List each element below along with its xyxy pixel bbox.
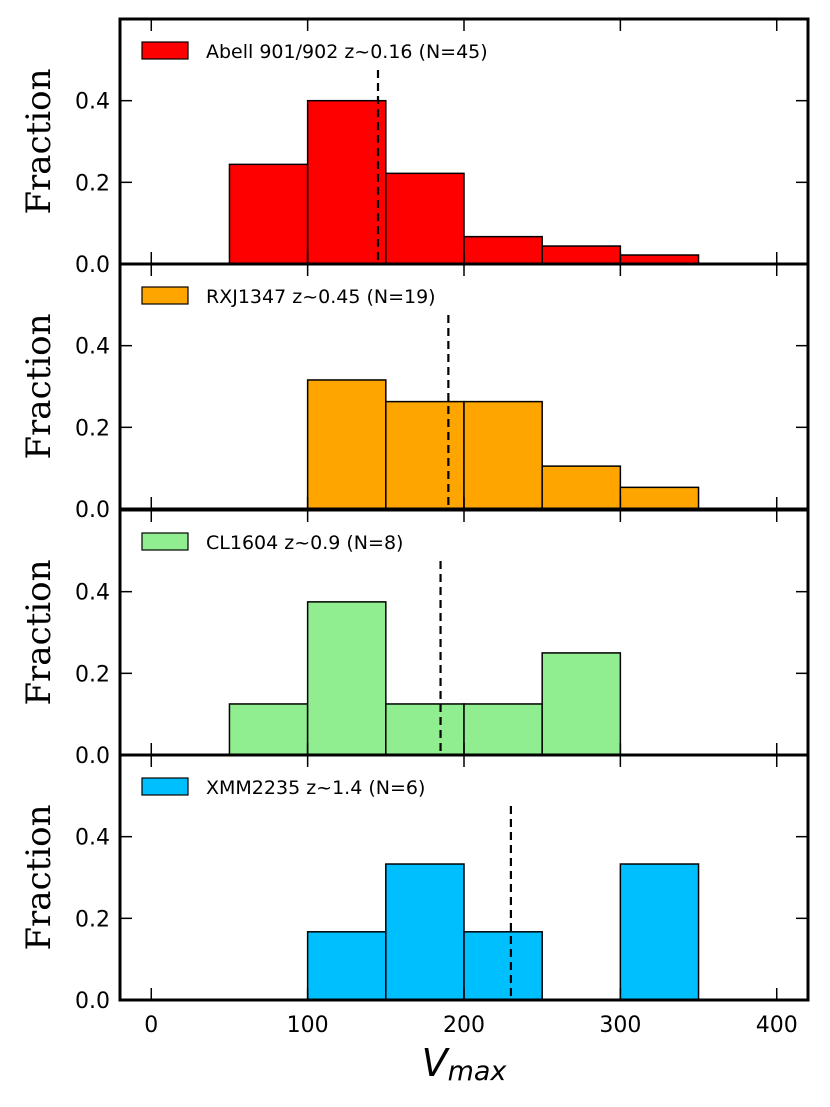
histogram-bar bbox=[541, 652, 622, 756]
y-axis-label: Fraction bbox=[19, 68, 59, 214]
legend-label: Abell 901/902 z~0.16 (N=45) bbox=[206, 41, 488, 63]
y-tick-label: 0.4 bbox=[75, 90, 110, 115]
x-tick-label: 200 bbox=[443, 1013, 485, 1038]
y-tick-label: 0.0 bbox=[75, 989, 110, 1014]
panel-2: 0.0 0.2 0.4 Fraction RXJ1347 z~0.45 (N=19) bbox=[19, 262, 810, 523]
histogram-bar bbox=[385, 172, 465, 265]
histogram-bar bbox=[463, 931, 543, 1001]
legend-swatch bbox=[141, 777, 189, 796]
legend-swatch bbox=[141, 41, 189, 60]
histogram-bar bbox=[619, 863, 700, 1001]
y-tick-label: 0.2 bbox=[75, 907, 110, 932]
x-tick-label: 0 bbox=[144, 1013, 158, 1038]
histogram-bar bbox=[306, 931, 387, 1001]
x-tick-label: 400 bbox=[756, 1013, 798, 1038]
y-tick-label: 0.4 bbox=[75, 826, 110, 851]
histogram-bar bbox=[385, 703, 465, 756]
y-tick-label: 0.2 bbox=[75, 662, 110, 687]
legend-label: CL1604 z~0.9 (N=8) bbox=[206, 532, 403, 554]
histogram-bar bbox=[463, 235, 543, 265]
histogram-bar bbox=[228, 703, 309, 756]
x-tick-label: 100 bbox=[287, 1013, 329, 1038]
y-tick-label: 0.2 bbox=[75, 171, 110, 196]
histogram-bar bbox=[463, 703, 543, 756]
panel-1: 0.0 0.2 0.4 Fraction Abell 901/902 z~0.16 (N… bbox=[19, 17, 810, 278]
y-tick-label: 0.0 bbox=[75, 744, 110, 769]
y-tick-label: 0.4 bbox=[75, 581, 110, 606]
panel-4: 0.0 0.2 0.4 Fraction XMM2235 z~1.4 (N=6) bbox=[19, 753, 810, 1014]
y-axis-label: Fraction bbox=[19, 559, 59, 705]
histogram-bar bbox=[541, 465, 622, 510]
panel-3: 0.0 0.2 0.4 Fraction CL1604 z~0.9 (N=8) bbox=[19, 508, 810, 769]
histogram-bar bbox=[306, 601, 387, 756]
y-tick-label: 0.0 bbox=[75, 253, 110, 278]
y-tick-label: 0.2 bbox=[75, 416, 110, 441]
x-axis-label: Vmax bbox=[422, 1041, 508, 1087]
y-tick-label: 0.0 bbox=[75, 498, 110, 523]
y-axis-label: Fraction bbox=[19, 313, 59, 459]
histogram-bar bbox=[619, 486, 700, 510]
legend-swatch bbox=[141, 286, 189, 305]
y-tick-label: 0.4 bbox=[75, 335, 110, 360]
histogram-bar bbox=[463, 400, 543, 510]
histogram-bar bbox=[306, 99, 387, 265]
histogram-bar bbox=[385, 863, 465, 1001]
x-tick-label: 300 bbox=[599, 1013, 641, 1038]
histogram-bar bbox=[541, 245, 622, 265]
histogram-bar bbox=[228, 163, 309, 265]
legend-label: RXJ1347 z~0.45 (N=19) bbox=[206, 286, 436, 308]
histogram-bar bbox=[385, 400, 465, 510]
legend-swatch bbox=[141, 532, 189, 551]
y-axis-label: Fraction bbox=[19, 804, 59, 950]
legend-label: XMM2235 z~1.4 (N=6) bbox=[206, 777, 425, 799]
histogram-bar bbox=[306, 379, 387, 510]
